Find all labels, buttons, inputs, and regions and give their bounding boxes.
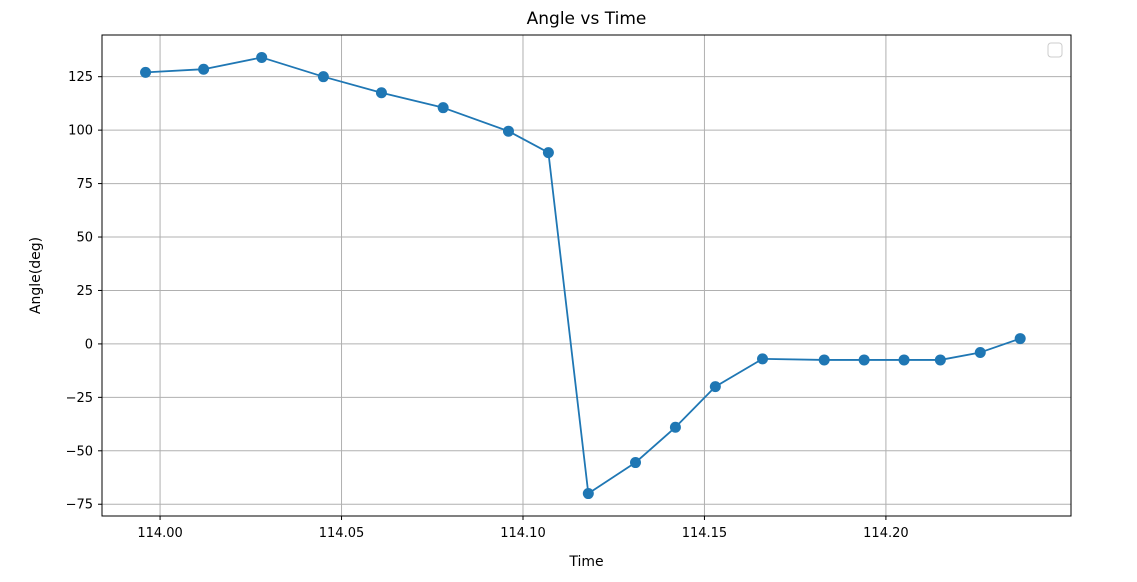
y-axis-title: Angle(deg) bbox=[28, 237, 44, 314]
grid bbox=[102, 35, 1071, 516]
data-point bbox=[140, 66, 152, 78]
y-tick-label: 50 bbox=[76, 231, 93, 246]
data-point bbox=[437, 102, 449, 114]
legend-box bbox=[1047, 42, 1063, 58]
chart-title: Angle vs Time bbox=[527, 9, 647, 29]
data-point bbox=[375, 87, 387, 99]
x-tick-label: 114.10 bbox=[500, 526, 546, 541]
y-tick-label: 125 bbox=[68, 70, 93, 85]
data-point bbox=[582, 488, 594, 500]
plot-frame bbox=[101, 34, 1072, 517]
x-tick-label: 114.15 bbox=[682, 526, 728, 541]
data-point bbox=[256, 51, 268, 63]
series-layer bbox=[140, 51, 1026, 500]
y-tick-label: −75 bbox=[66, 498, 93, 513]
y-tick-label: 0 bbox=[85, 337, 93, 352]
data-point bbox=[757, 353, 769, 365]
data-point bbox=[709, 381, 721, 393]
data-point bbox=[818, 354, 830, 366]
x-axis-title: Time bbox=[568, 554, 603, 570]
x-tick-label: 114.05 bbox=[319, 526, 365, 541]
y-tick-label: 100 bbox=[68, 124, 93, 139]
data-point bbox=[1014, 333, 1026, 345]
ticks: 114.00 114.05 114.10 114.15 114.20 −75 −50 −25 0… bbox=[66, 70, 909, 541]
data-point bbox=[502, 125, 514, 137]
data-point bbox=[542, 147, 554, 159]
data-point bbox=[934, 354, 946, 366]
data-point bbox=[669, 421, 681, 433]
y-tick-label: 25 bbox=[76, 284, 93, 299]
y-tick-label: −50 bbox=[66, 444, 93, 459]
data-point bbox=[629, 457, 641, 469]
y-tick-label: 75 bbox=[76, 177, 93, 192]
data-point bbox=[198, 63, 210, 75]
x-tick-label: 114.00 bbox=[137, 526, 183, 541]
y-tick-label: −25 bbox=[66, 391, 93, 406]
x-tick-label: 114.20 bbox=[863, 526, 909, 541]
data-point bbox=[858, 354, 870, 366]
data-point bbox=[898, 354, 910, 366]
data-point bbox=[317, 71, 329, 83]
data-point bbox=[974, 346, 986, 358]
